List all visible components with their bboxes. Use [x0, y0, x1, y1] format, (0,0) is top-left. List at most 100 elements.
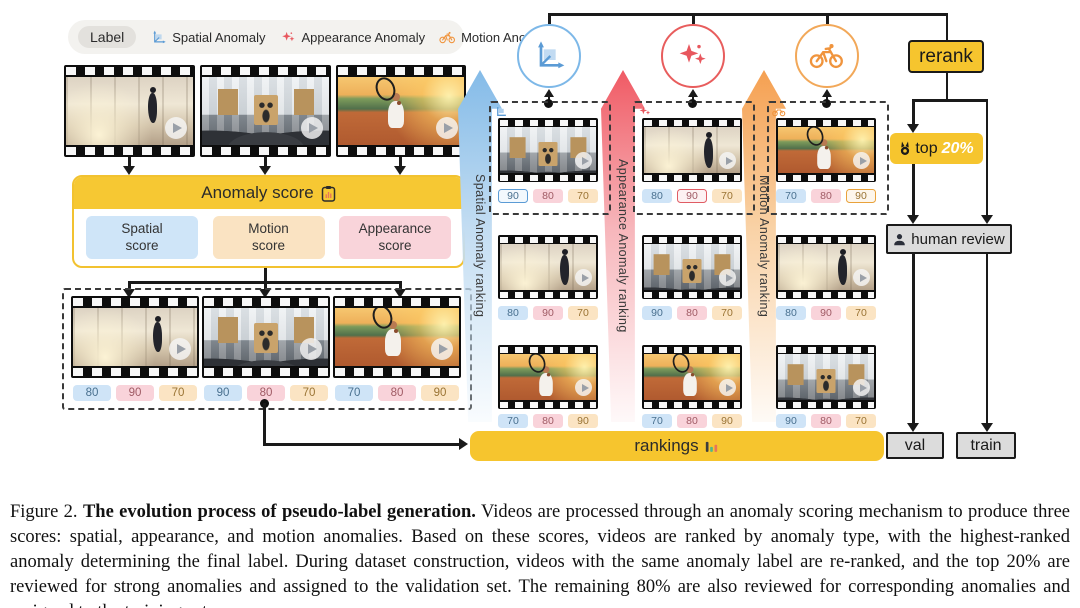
score-chip-row: 90 80 70 — [498, 189, 598, 203]
film-sprockets — [644, 291, 740, 298]
play-icon[interactable] — [301, 117, 323, 139]
dancer-silhouette — [704, 132, 714, 169]
spatial-ranking-label: Spatial Anomaly ranking — [473, 174, 487, 318]
arrowhead — [394, 166, 406, 175]
score-chip-row: 70 80 90 — [776, 189, 876, 203]
video-thumbnail-dancer[interactable] — [498, 235, 598, 299]
val-label: val — [904, 436, 926, 454]
score-chip-motion: 90 — [568, 414, 598, 428]
film-sprockets — [778, 236, 874, 243]
film-sprockets — [644, 346, 740, 353]
play-icon[interactable] — [300, 338, 322, 360]
film-sprockets — [202, 147, 329, 155]
film-sprockets — [338, 147, 464, 155]
play-icon[interactable] — [853, 379, 870, 396]
rerank-box[interactable]: rerank — [908, 40, 984, 73]
arrowhead — [980, 215, 993, 224]
video-frame — [500, 127, 596, 173]
score-chip-motion: 90 — [421, 385, 459, 401]
video-thumbnail-tennis[interactable] — [336, 65, 466, 157]
play-icon[interactable] — [575, 379, 592, 396]
video-thumbnail-dancer[interactable] — [642, 118, 742, 182]
play-icon[interactable] — [431, 338, 453, 360]
video-thumbnail-paper-bags[interactable] — [498, 118, 598, 182]
video-thumbnail-dancer[interactable] — [776, 235, 876, 299]
video-thumbnail-tennis[interactable] — [776, 118, 876, 182]
play-icon[interactable] — [719, 379, 736, 396]
figure-title: The evolution process of pseudo-label ge… — [82, 501, 476, 522]
play-icon[interactable] — [853, 269, 870, 286]
film-sprockets — [202, 67, 329, 75]
connector — [548, 13, 948, 16]
video-thumbnail-paper-bags[interactable] — [776, 345, 876, 409]
video-thumbnail-tennis[interactable] — [642, 345, 742, 409]
video-thumbnail-paper-bags[interactable] — [642, 235, 742, 299]
score-chip-spatial: 70 — [335, 385, 373, 401]
connector — [264, 281, 267, 289]
connector — [945, 73, 948, 101]
play-icon[interactable] — [853, 152, 870, 169]
video-thumbnail-dancer[interactable] — [64, 65, 195, 157]
anomaly-score-header: Anomaly score — [74, 177, 463, 209]
connector — [548, 13, 551, 24]
film-sprockets — [500, 291, 596, 298]
connector-dot — [688, 99, 697, 108]
connector-dot — [544, 99, 553, 108]
play-icon[interactable] — [169, 338, 191, 360]
spatial-score-card: Spatial score — [86, 216, 198, 259]
film-sprockets — [778, 174, 874, 181]
film-sprockets — [644, 119, 740, 126]
video-thumbnail-tennis[interactable] — [333, 296, 461, 378]
video-frame — [778, 354, 874, 400]
play-icon[interactable] — [436, 117, 458, 139]
play-icon[interactable] — [575, 269, 592, 286]
connector — [263, 443, 459, 446]
train-label: train — [970, 436, 1002, 454]
film-sprockets — [338, 67, 464, 75]
score-chip-row: 80 90 70 — [776, 306, 876, 320]
play-icon[interactable] — [165, 117, 187, 139]
play-icon[interactable] — [575, 152, 592, 169]
video-thumbnail-dancer[interactable] — [71, 296, 199, 378]
paper-bag-heads — [778, 368, 874, 400]
score-chip-appearance: 80 — [533, 414, 563, 428]
rankings-label: rankings — [634, 436, 699, 455]
score-chip-spatial: 80 — [776, 306, 806, 320]
arrowhead — [123, 289, 135, 298]
anomaly-score-body: Spatial score Motion score Appearance score — [74, 209, 463, 266]
video-frame — [73, 308, 197, 366]
connector — [128, 157, 131, 166]
film-sprockets — [66, 67, 193, 75]
film-sprockets — [66, 147, 193, 155]
connector — [264, 268, 267, 283]
score-chip-spatial: 70 — [498, 414, 528, 428]
tennis-player-figure — [817, 138, 832, 169]
connector — [912, 99, 988, 102]
score-chip-motion: 70 — [712, 189, 742, 203]
score-chip-appearance: 90 — [533, 306, 563, 320]
video-thumbnail-paper-bags[interactable] — [202, 296, 330, 378]
film-sprockets — [500, 346, 596, 353]
paper-bag-heads — [644, 258, 740, 290]
arrowhead — [821, 89, 832, 97]
legend-item-spatial: Spatial Anomaly — [150, 30, 266, 45]
film-sprockets — [73, 368, 197, 376]
score-chip-motion: 70 — [568, 189, 598, 203]
play-icon[interactable] — [719, 152, 736, 169]
top-ranked-spatial-box — [489, 101, 611, 215]
connector — [945, 13, 948, 40]
dancer-silhouette — [148, 87, 158, 124]
bicycle-icon — [439, 31, 456, 43]
arrowhead — [394, 289, 406, 298]
arrowhead — [259, 166, 271, 175]
play-icon[interactable] — [719, 269, 736, 286]
bicycle-icon — [772, 105, 786, 118]
connector — [826, 13, 829, 24]
bar-chart-icon — [705, 441, 717, 452]
video-thumbnail-tennis[interactable] — [498, 345, 598, 409]
video-frame — [66, 77, 193, 145]
arrowhead — [687, 89, 698, 97]
human-review-label: human review — [911, 230, 1005, 248]
video-thumbnail-paper-bags[interactable] — [200, 65, 331, 157]
